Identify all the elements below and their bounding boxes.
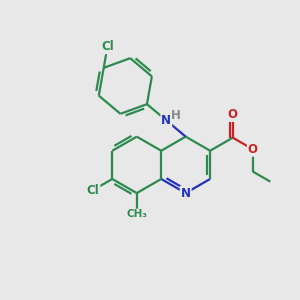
Text: Cl: Cl — [87, 184, 99, 196]
Text: H: H — [171, 109, 181, 122]
Text: O: O — [248, 143, 258, 156]
Text: O: O — [228, 108, 238, 121]
Text: N: N — [181, 187, 191, 200]
Text: N: N — [161, 114, 171, 127]
Text: Cl: Cl — [101, 40, 114, 53]
Text: CH₃: CH₃ — [126, 209, 147, 220]
